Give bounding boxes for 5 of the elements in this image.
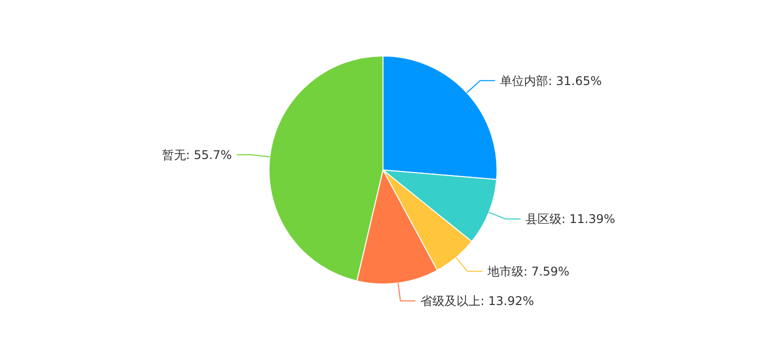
slice-label: 暂无: 55.7% [162, 148, 232, 162]
slice-label: 县区级: 11.39% [526, 212, 616, 226]
slice-label: 省级及以上: 13.92% [420, 294, 534, 308]
slice-label: 地市级: 7.59% [486, 264, 570, 279]
slice-label: 单位内部: 31.65% [500, 74, 602, 88]
